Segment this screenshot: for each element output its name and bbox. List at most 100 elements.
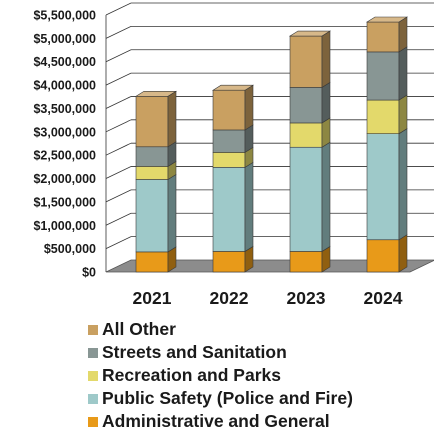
gridline-diagonal [105, 189, 132, 203]
bar-front [289, 146, 323, 252]
legend-label: Administrative and General [102, 411, 330, 431]
bar-front [135, 166, 169, 180]
chart-legend: All Other Streets and Sanitation Recreatio… [88, 318, 353, 433]
bar-segment [288, 30, 332, 88]
bar-front [212, 89, 246, 131]
bar-front [212, 167, 246, 252]
bar-front [289, 251, 323, 273]
bar-segment [366, 234, 408, 273]
legend-item: Streets and Sanitation [88, 341, 353, 364]
y-tick-label: $2,000,000 [33, 172, 96, 186]
bar-side [167, 173, 177, 253]
legend-swatch [88, 416, 98, 427]
labels-layer: $0 $500,000 $1,000,000 $1,500,000 $2,000,000… [33, 9, 402, 309]
legend-swatch [88, 370, 98, 381]
legend-label: Public Safety (Police and Fire) [102, 388, 353, 408]
bar-segment [365, 16, 409, 53]
bar-front [289, 35, 323, 88]
bar-front [366, 99, 400, 134]
bar-segment [135, 173, 177, 253]
x-tick-label: 2021 [133, 288, 172, 308]
bar-segment [289, 245, 331, 273]
gridline-diagonal [105, 2, 132, 16]
bar-front [212, 152, 246, 168]
bar-front [366, 133, 400, 241]
legend-swatch [88, 324, 98, 335]
bar-segment [212, 124, 254, 153]
bar-front [366, 21, 400, 53]
x-tick-label: 2024 [364, 288, 403, 308]
bar-front [289, 87, 323, 124]
bar-segment [211, 84, 255, 131]
y-tick-label: $4,000,000 [33, 79, 96, 93]
bar-segment [289, 117, 331, 148]
bar-segment [135, 160, 177, 181]
bar-side [398, 16, 408, 53]
bar-side [321, 30, 331, 88]
bar-side [398, 94, 408, 135]
gridline-diagonal [105, 26, 132, 39]
gridline-diagonal [105, 212, 132, 226]
gridline-diagonal [105, 96, 132, 109]
y-tick-label: $5,000,000 [33, 32, 96, 46]
legend-swatch [88, 347, 98, 358]
gridline-diagonal [105, 72, 132, 86]
bar-segment [289, 81, 331, 124]
y-tick-label: $3,000,000 [33, 125, 96, 139]
legend-item: Recreation and Parks [88, 364, 353, 387]
legend-item: Administrative and General [88, 410, 353, 433]
bar-side [321, 141, 331, 252]
bar-top [288, 30, 332, 37]
legend-label: All Other [102, 319, 176, 339]
bar-front [135, 146, 169, 167]
bar-front [135, 179, 169, 253]
bar-front [135, 251, 169, 273]
y-tick-label: $3,500,000 [33, 102, 96, 116]
y-tick-label: $2,500,000 [33, 149, 96, 163]
bar-segment [212, 146, 254, 168]
bar-side [244, 84, 254, 131]
y-tick-label: $0 [82, 266, 96, 280]
bar-segment [366, 128, 408, 241]
legend-swatch [88, 393, 98, 404]
bar-segment [366, 46, 408, 101]
gridline-diagonal [105, 119, 132, 133]
y-tick-label: $1,000,000 [33, 219, 96, 233]
y-tick-label: $5,500,000 [33, 9, 96, 23]
legend-item: Public Safety (Police and Fire) [88, 387, 353, 410]
gridline-diagonal [105, 49, 132, 63]
bar-front [212, 129, 246, 153]
x-tick-label: 2023 [287, 288, 326, 308]
bar-segment [366, 94, 408, 135]
bar-front [366, 51, 400, 101]
bar-side [398, 234, 408, 273]
bar-front [135, 96, 169, 148]
bar-side [167, 90, 177, 148]
bar-side [398, 46, 408, 101]
legend-label: Recreation and Parks [102, 365, 281, 385]
legend-label: Streets and Sanitation [102, 342, 287, 362]
bar-side [321, 81, 331, 124]
bar-side [244, 161, 254, 252]
bar-segment [134, 90, 178, 148]
gridline-diagonal [105, 166, 132, 179]
x-tick-label: 2022 [210, 288, 249, 308]
bar-top [134, 91, 178, 97]
gridline-diagonal [105, 142, 132, 156]
bar-segment [212, 161, 254, 252]
bar-segment [289, 141, 331, 252]
bar-side [398, 128, 408, 241]
bar-top [211, 84, 255, 91]
bar-segment [212, 245, 254, 273]
bar-top [365, 16, 409, 23]
bar-front [366, 239, 400, 273]
bar-front [289, 122, 323, 148]
bar-front [212, 251, 246, 273]
legend-item: All Other [88, 318, 353, 341]
bar-segment [135, 141, 177, 167]
y-tick-label: $4,500,000 [33, 55, 96, 69]
gridline-diagonal [105, 236, 132, 249]
y-tick-label: $500,000 [44, 242, 96, 256]
bars-layer [134, 16, 409, 273]
